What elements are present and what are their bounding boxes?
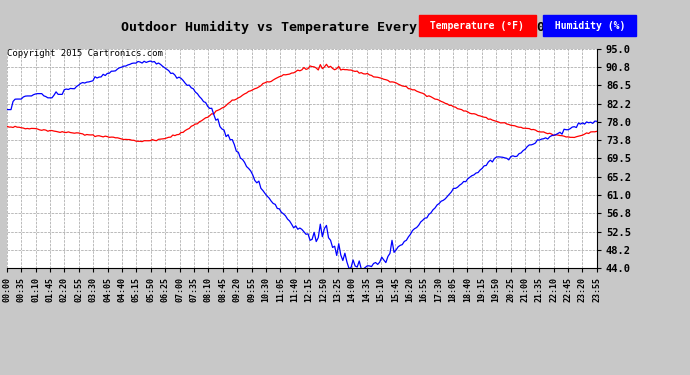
Text: Humidity (%): Humidity (%) <box>549 21 631 31</box>
Text: Outdoor Humidity vs Temperature Every 5 Minutes 20150816: Outdoor Humidity vs Temperature Every 5 … <box>121 21 569 34</box>
Text: Temperature (°F): Temperature (°F) <box>424 21 530 31</box>
Text: Copyright 2015 Cartronics.com: Copyright 2015 Cartronics.com <box>7 49 163 58</box>
